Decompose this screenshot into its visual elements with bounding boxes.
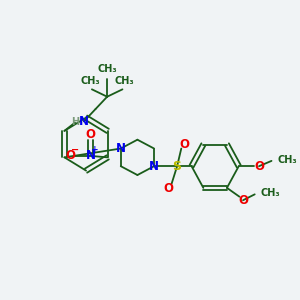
Text: O: O <box>164 182 174 195</box>
Text: O: O <box>85 128 95 141</box>
Text: N: N <box>79 115 89 128</box>
Text: CH₃: CH₃ <box>114 76 134 86</box>
Text: CH₃: CH₃ <box>98 64 117 74</box>
Text: S: S <box>172 160 182 173</box>
Text: CH₃: CH₃ <box>260 188 280 198</box>
Text: N: N <box>149 160 159 173</box>
Text: N: N <box>116 142 126 155</box>
Text: −: − <box>71 144 79 154</box>
Text: O: O <box>65 149 76 162</box>
Text: O: O <box>238 194 248 207</box>
Text: CH₃: CH₃ <box>277 155 297 165</box>
Text: CH₃: CH₃ <box>81 76 100 86</box>
Text: N: N <box>85 149 95 162</box>
Text: O: O <box>179 138 189 151</box>
Text: O: O <box>254 160 264 173</box>
Text: +: + <box>92 145 99 154</box>
Text: H: H <box>71 117 80 127</box>
